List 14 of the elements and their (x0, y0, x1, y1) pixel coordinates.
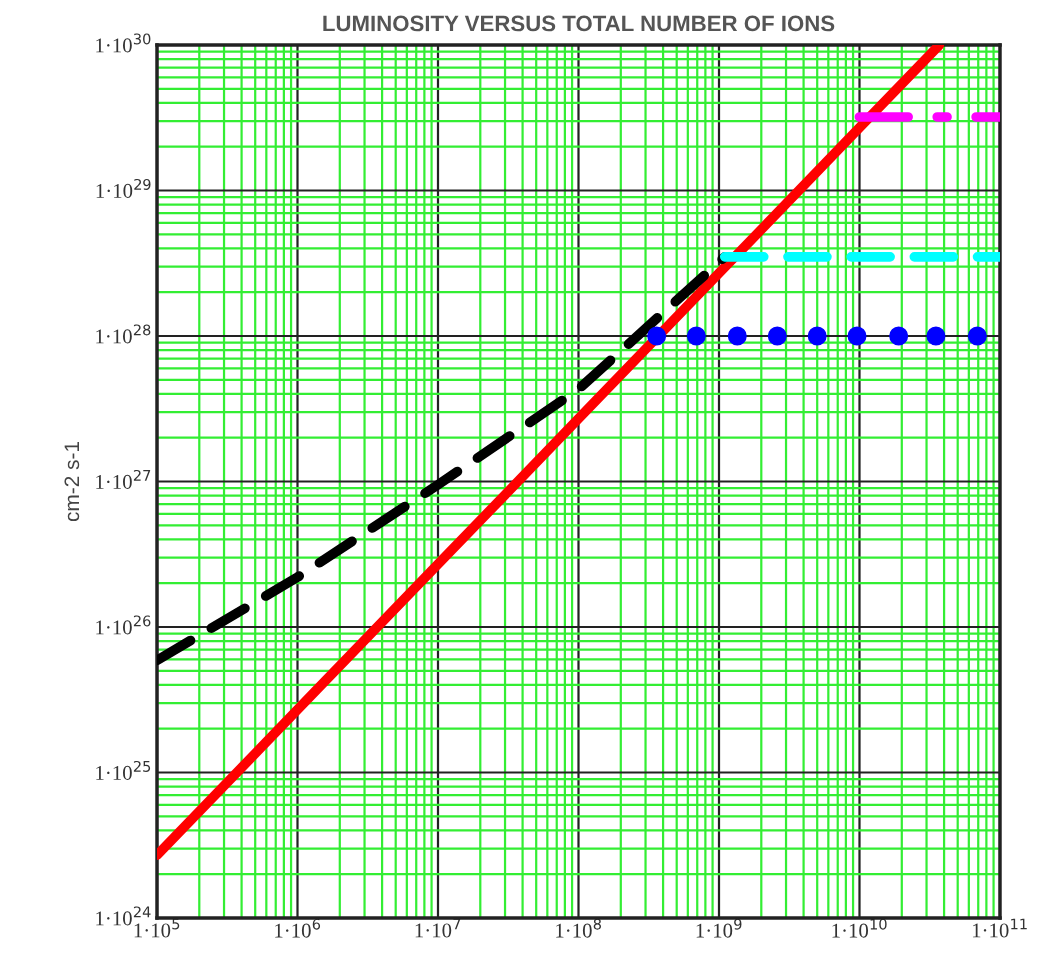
y-tick-label: 1·10$^{27}$ (96, 469, 151, 489)
y-tick-label: 1·10$^{26}$ (96, 615, 151, 635)
x-tick-label: 1·10$^{7}$ (415, 918, 461, 938)
x-tick-label: 1·10$^{10}$ (832, 918, 887, 938)
x-tick-label: 1·10$^{11}$ (972, 918, 1027, 938)
x-tick-label: 1·10$^{6}$ (275, 918, 321, 938)
x-tick-label: 1·10$^{8}$ (556, 918, 601, 938)
y-tick-label: 1·10$^{25}$ (96, 760, 151, 780)
y-tick-label: 1·10$^{30}$ (96, 33, 151, 53)
x-tick-label: 1·10$^{9}$ (696, 918, 742, 938)
y-tick-label: 1·10$^{28}$ (96, 324, 151, 344)
chart-title: LUMINOSITY VERSUS TOTAL NUMBER OF IONS (323, 15, 835, 32)
y-axis-title: cm-2 s-1 (64, 442, 80, 522)
y-tick-label: 1·10$^{29}$ (96, 178, 151, 198)
